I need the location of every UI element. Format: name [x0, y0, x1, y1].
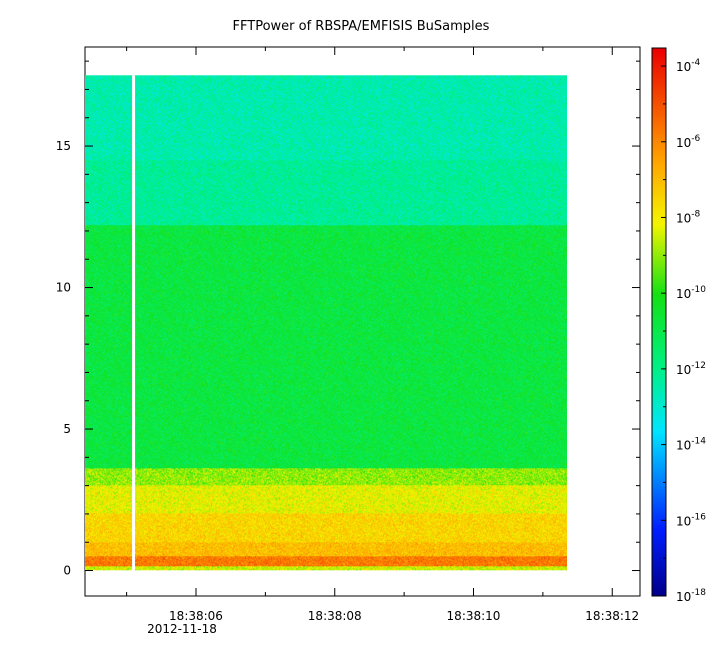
y-tick-label: 5 [63, 422, 71, 436]
colorbar-gradient [652, 48, 666, 596]
colorbar-tick-label: 10-12 [676, 361, 706, 377]
colorbar-tick-label: 10-10 [676, 285, 706, 301]
x-tick-label: 18:38:12 [585, 609, 639, 623]
colorbar-tick-label: 10-14 [676, 437, 706, 453]
data-gap-line [132, 75, 136, 571]
colorbar: 10-18 10-16 10-14 10-12 10-10 10-8 10-6 10-4 [651, 47, 706, 604]
y-tick-label: 15 [56, 139, 71, 153]
plot-area [84, 46, 641, 597]
x-tick-label: 18:38:08 [308, 609, 362, 623]
x-tick-label: 18:38:06 [169, 609, 223, 623]
colorbar-tick-label: 10-16 [676, 512, 706, 528]
colorbar-tick-label: 10-18 [676, 588, 706, 604]
chart-title: FFTPower of RBSPA/EMFISIS BuSamples [233, 19, 490, 34]
colorbar-tick-label: 10-6 [676, 134, 701, 150]
colorbar-ticks: 10-18 10-16 10-14 10-12 10-10 10-8 10-6 10-4 [661, 58, 706, 604]
y-tick-label: 0 [63, 564, 71, 578]
spectrogram-heatmap [85, 75, 567, 571]
colorbar-tick-label: 10-4 [676, 58, 701, 74]
colorbar-tick-label: 10-8 [676, 209, 701, 225]
y-axis: 0 5 10 15 [56, 60, 640, 578]
x-axis: 18:38:06 18:38:08 18:38:10 18:38:12 [126, 47, 639, 623]
y-tick-label: 10 [56, 281, 71, 295]
colorbar-frame [651, 47, 667, 597]
x-tick-label: 18:38:10 [447, 609, 501, 623]
x-date-label: 2012-11-18 [147, 622, 217, 636]
